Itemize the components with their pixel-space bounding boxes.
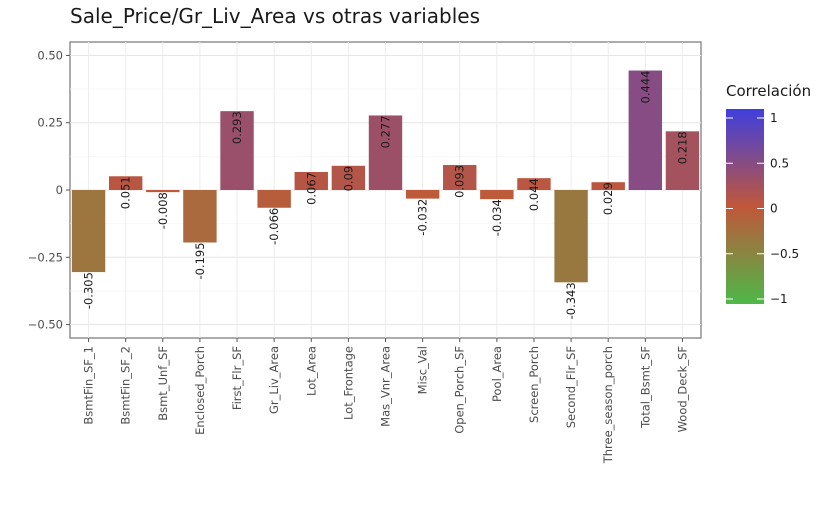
bar-value-label: -0.343 [564,282,578,319]
chart-title: Sale_Price/Gr_Liv_Area vs otras variable… [70,4,481,28]
bar [146,190,180,193]
x-tick-label: Open_Porch_SF [453,346,467,434]
bar-value-label: 0.09 [341,166,355,192]
legend-tick-label: −1 [770,292,788,306]
bar [71,190,106,273]
y-tick-label: 0 [56,183,63,197]
bar [294,171,328,190]
y-tick-label: −0.25 [28,250,63,264]
bar-value-label: 0.093 [453,165,467,198]
bar-value-label: -0.008 [156,192,170,229]
x-tick-label: Second_Flr_SF [564,346,578,428]
x-tick-label: Lot_Area [304,346,318,396]
bar-value-label: 0.277 [379,115,393,148]
x-tick-label: Bsmt_Unf_SF [156,346,170,421]
y-tick-label: 0.25 [37,116,63,130]
legend-tick-label: 0 [770,202,778,216]
bar [183,190,217,243]
legend-title: Correlación [726,82,811,100]
x-tick-label: BsmtFin_SF_2 [119,346,133,425]
x-tick-label: Enclosed_Porch [193,346,207,435]
bar [665,131,700,190]
bar-value-label: 0.029 [601,182,615,215]
x-tick-label: Pool_Area [490,346,504,402]
y-tick-label: −0.50 [28,318,63,332]
bar-value-label: 0.444 [638,71,652,104]
bar-value-label: -0.032 [416,199,430,236]
bar [480,190,514,200]
bar-value-label: -0.305 [82,272,96,309]
x-tick-label: Screen_Porch [527,346,541,423]
bar-value-label: 0.051 [119,176,133,209]
bar-value-label: 0.293 [230,111,244,144]
x-tick-label: Gr_Liv_Area [267,346,281,414]
x-tick-label: Lot_Frontage [341,346,355,420]
legend-tick-label: 0.5 [770,156,789,170]
bar-value-label: 0.067 [304,172,318,205]
bar [108,176,143,190]
bar-value-label: -0.195 [193,242,207,279]
bar [517,178,551,190]
bar [368,115,403,190]
x-tick-label: Three_season_porch [601,346,615,464]
y-tick-label: 0.50 [37,48,63,62]
bar [591,182,625,190]
legend-colorbar [726,109,764,304]
x-tick-label: Mas_Vnr_Area [379,346,393,427]
x-tick-label: First_Flr_SF [230,346,244,410]
legend-tick-label: 1 [770,111,778,125]
x-tick-label: Wood_Deck_SF [675,346,689,432]
bar-value-label: -0.034 [490,199,504,236]
bar [443,164,477,190]
legend-tick-label: −0.5 [770,247,799,261]
bar [220,111,254,190]
bar-value-label: 0.044 [527,178,541,211]
x-tick-label: Misc_Val [416,346,430,394]
bar [628,70,663,190]
bar-value-label: 0.218 [675,131,689,164]
bar [331,165,366,190]
bar [554,190,588,283]
x-tick-label: BsmtFin_SF_1 [82,346,96,425]
bar [405,190,440,199]
bar-value-label: -0.066 [267,208,281,245]
bar [257,190,291,208]
x-tick-label: Total_Bsmt_SF [638,346,652,429]
